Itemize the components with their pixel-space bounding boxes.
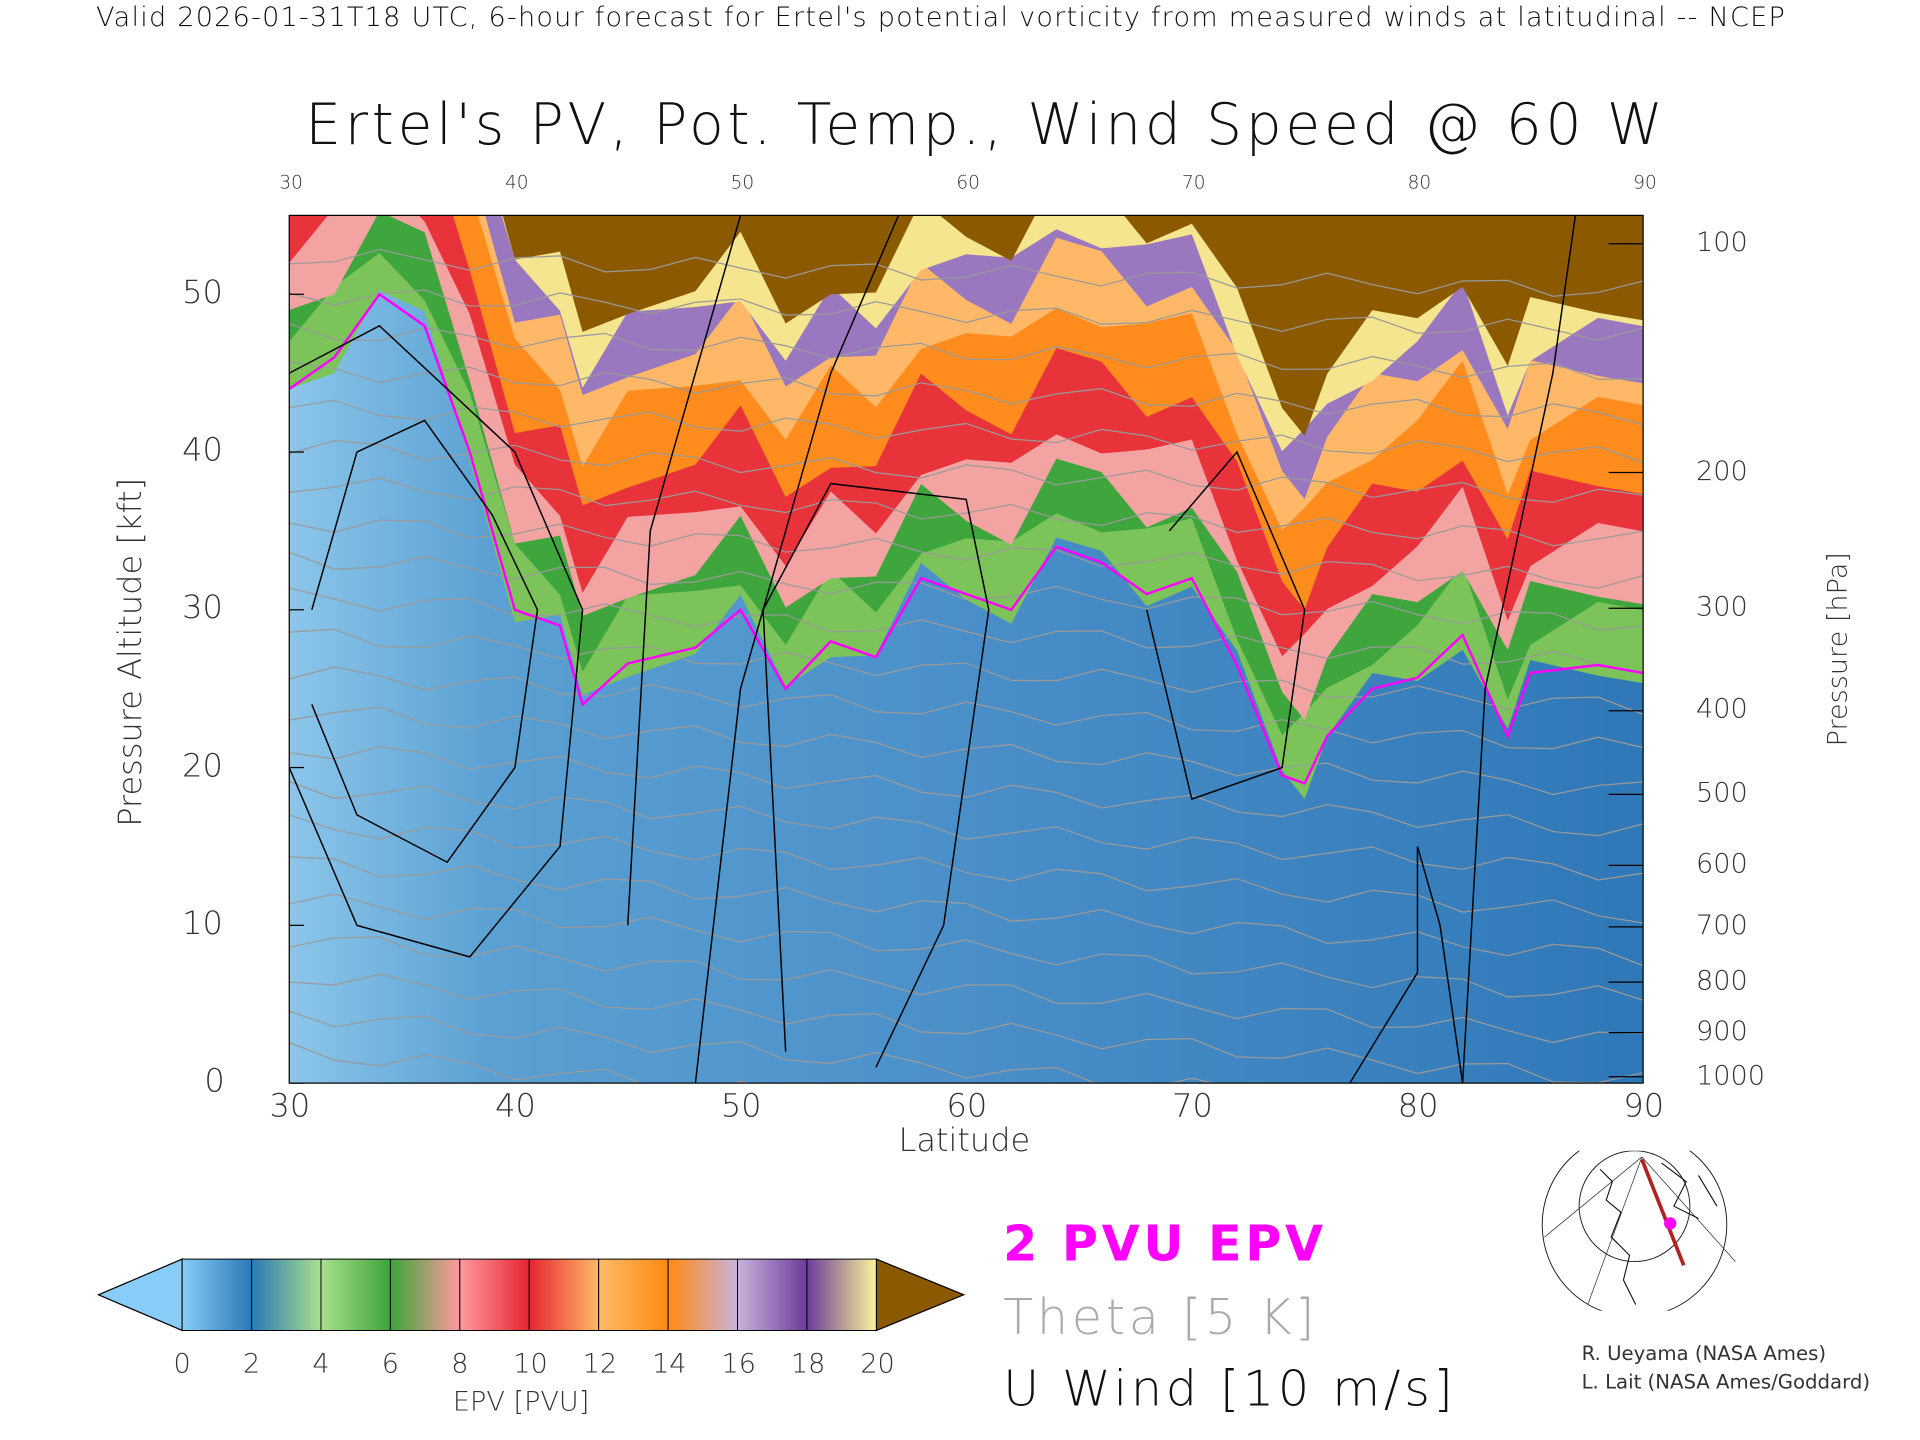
theta-contour: [289, 323, 1644, 380]
wind-contour: [311, 419, 539, 864]
y2-tick-label: 400: [1696, 694, 1748, 726]
theta-contour: [289, 399, 1644, 464]
wind-contour: [626, 215, 742, 926]
y2-tick-label: 500: [1696, 778, 1748, 810]
theta-contour: [289, 361, 1644, 426]
cross-section-line: [1640, 1158, 1686, 1266]
colorbar-segment: [459, 1258, 530, 1331]
top-x-tick-label: 30: [279, 171, 303, 194]
y2-tick-label: 300: [1696, 592, 1748, 623]
wind-contour: [1461, 215, 1577, 1084]
colorbar-segment: [251, 1258, 322, 1331]
wind-contour: [289, 324, 584, 958]
colorbar-over-arrow: [875, 1258, 966, 1332]
colorbar-segment: [528, 1258, 600, 1331]
y-tick-label: 50: [182, 274, 223, 312]
colorbar-tick-label: 10: [513, 1348, 548, 1380]
wind-contour: [1145, 450, 1306, 801]
locator-map: [1541, 1150, 1736, 1311]
x-tick-label: 40: [495, 1088, 536, 1125]
colorbar-segment: [737, 1258, 808, 1331]
wind-contour: [762, 482, 990, 1068]
y-tick-label: 40: [182, 432, 223, 470]
colorbar-segment: [320, 1258, 391, 1331]
theta-contour: [289, 1041, 753, 1084]
theta-contour: [289, 519, 1644, 589]
colorbar-tick-label: 14: [652, 1348, 687, 1380]
plot-frame: [288, 214, 1644, 1084]
y-tick-label: 30: [182, 590, 223, 628]
theta-contour: [289, 746, 1644, 837]
colorbar-tick-label: 12: [582, 1348, 618, 1380]
top-x-tick-label: 70: [1181, 171, 1206, 194]
y2-tick-label: 800: [1696, 966, 1748, 997]
y2-tick-label: 100: [1696, 227, 1748, 259]
credit-1: R. Ueyama (NASA Ames): [1581, 1341, 1827, 1365]
x-tick-label: 50: [720, 1088, 762, 1125]
legend-theta: Theta [5 K]: [1003, 1289, 1319, 1347]
wind-contour: [694, 215, 900, 1084]
top-x-tick-label: 40: [505, 171, 529, 194]
colorbar-tick-label: 20: [860, 1348, 895, 1380]
credit-2: L. Lait (NASA Ames/Goddard): [1581, 1369, 1871, 1394]
top-x-tick-label: 80: [1407, 171, 1432, 194]
colorbar-segment: [806, 1258, 877, 1331]
theta-contour: [289, 893, 1644, 1001]
colorbar-tick-label: 6: [381, 1348, 400, 1380]
colorbar-tick-label: 8: [451, 1348, 469, 1380]
theta-contour: [289, 439, 1644, 503]
y2-axis-label: Pressure [hPa]: [1823, 552, 1855, 747]
colorbar-tick-label: 0: [173, 1348, 191, 1380]
heatmap: [289, 215, 1644, 1084]
top-x-tick-label: 50: [730, 171, 755, 194]
theta-contour: [289, 289, 1644, 341]
valid-time-header: Valid 2026-01-31T18 UTC, 6-hour forecast…: [96, 2, 1787, 34]
x-tick-label: 90: [1623, 1088, 1665, 1125]
colorbar-segment: [389, 1258, 461, 1331]
theta-contour: [289, 248, 1644, 297]
colorbar-label: EPV [PVU]: [452, 1387, 590, 1418]
colorbar-tick-label: 2: [242, 1348, 261, 1380]
y2-tick-label: 1000: [1696, 1060, 1765, 1092]
theta-contour: [289, 973, 1644, 1084]
colorbar-segment: [181, 1258, 253, 1331]
y2-tick-label: 200: [1696, 456, 1748, 488]
theta-contour: [289, 936, 1644, 1044]
theta-contour: [289, 1010, 1216, 1084]
y-axis-label: Pressure Altitude [kft]: [112, 477, 150, 827]
theta-contour: [289, 551, 1644, 631]
y2-tick-label: 600: [1696, 849, 1748, 881]
theta-contour: [289, 706, 1644, 796]
colorbar-tick-label: 16: [721, 1348, 756, 1380]
y-tick-label: 10: [182, 905, 223, 943]
colorbar-tick-label: 18: [790, 1348, 826, 1380]
y-tick-label: 0: [204, 1063, 225, 1101]
legend-wind: U Wind [10 m/s]: [1003, 1361, 1457, 1418]
x-tick-label: 70: [1172, 1088, 1213, 1125]
colorbar-under-arrow: [96, 1258, 183, 1332]
theta-contour: [289, 628, 1644, 715]
wind-contour: [1349, 846, 1464, 1084]
top-x-tick-label: 60: [956, 171, 980, 194]
x-tick-label: 60: [946, 1088, 988, 1125]
top-x-tick-label: 90: [1633, 171, 1657, 194]
y2-tick-label: 700: [1696, 910, 1748, 942]
y2-tick-label: 900: [1696, 1016, 1748, 1048]
legend-pv: 2 PVU EPV: [1003, 1216, 1327, 1273]
x-axis-label: Latitude: [898, 1122, 1031, 1160]
pv2-contour: [289, 292, 1644, 785]
location-marker: [1664, 1217, 1677, 1230]
x-tick-label: 80: [1397, 1088, 1439, 1125]
y-tick-label: 20: [182, 747, 223, 785]
colorbar-segment: [598, 1258, 669, 1331]
theta-contour: [289, 477, 1644, 547]
colorbar-segment: [667, 1258, 738, 1331]
chart-title: Ertel's PV, Pot. Temp., Wind Speed @ 60 …: [305, 91, 1667, 158]
x-tick-label: 30: [269, 1088, 311, 1125]
colorbar-tick-label: 4: [312, 1348, 330, 1380]
theta-contour: [289, 587, 1644, 675]
theta-contour: [289, 666, 1644, 750]
